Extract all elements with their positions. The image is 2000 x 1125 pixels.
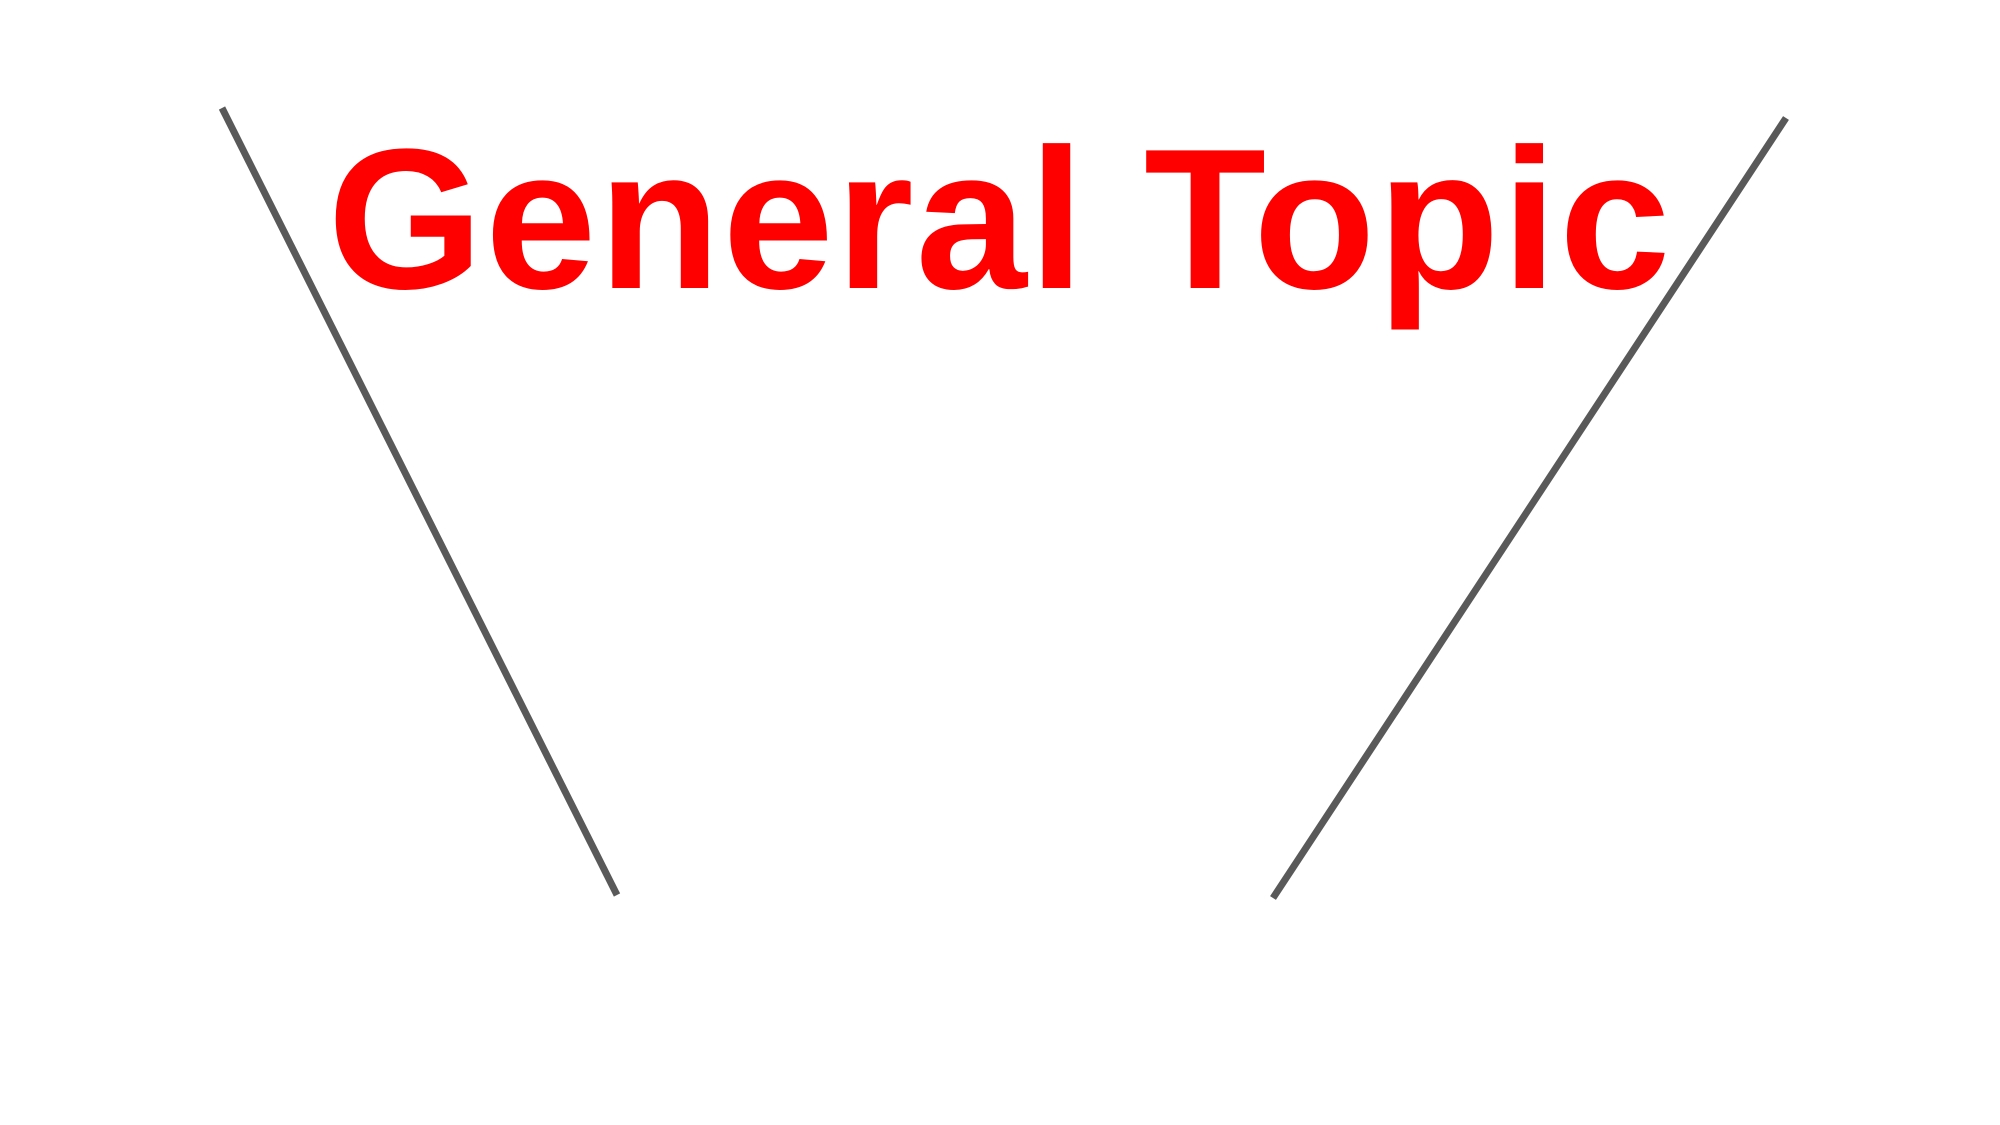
funnel-right-line xyxy=(1270,116,1789,900)
diagram-title: General Topic xyxy=(327,108,1673,331)
funnel-left-line xyxy=(218,106,621,897)
